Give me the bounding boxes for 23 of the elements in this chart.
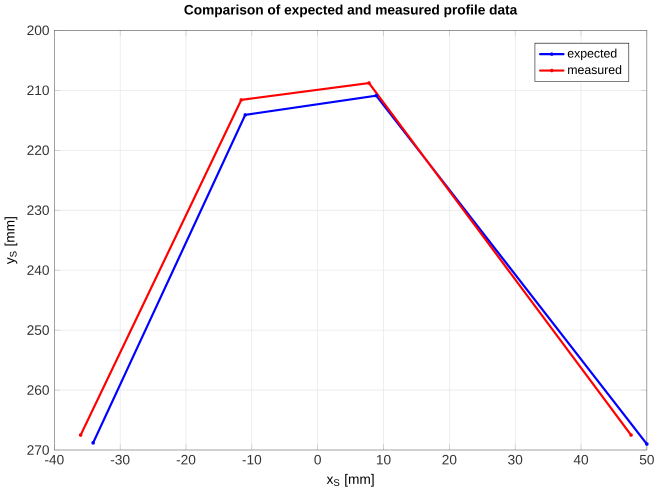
x-tick-label: -10 bbox=[242, 454, 262, 464]
y-axis-title: y$_{S}$ [mm] bbox=[4, 217, 18, 264]
y-tick-label: 210 bbox=[27, 85, 49, 96]
chart-title: Comparison of expected and measured profile data bbox=[184, 4, 518, 18]
y-tick-label: 200 bbox=[27, 25, 49, 36]
legend-label: expected bbox=[568, 48, 616, 60]
y-tick-label: 230 bbox=[27, 205, 49, 215]
x-tick-label: -20 bbox=[176, 454, 196, 464]
x-tick-label: 40 bbox=[574, 454, 588, 464]
y-tick-label: 240 bbox=[27, 265, 49, 275]
y-tick-label: 260 bbox=[27, 385, 49, 395]
x-tick-label: 10 bbox=[376, 454, 391, 464]
legend-label: measured bbox=[568, 64, 622, 74]
y-tick-label: 220 bbox=[27, 145, 49, 155]
x-tick-label: -30 bbox=[110, 454, 130, 464]
y-tick-label: 270 bbox=[27, 445, 49, 455]
x-tick-label: 50 bbox=[640, 454, 654, 464]
x-tick-label: 30 bbox=[508, 454, 522, 464]
x-axis-title: x$_{S}$ [mm] bbox=[326, 474, 374, 487]
x-tick-label: 20 bbox=[442, 454, 456, 464]
x-tick-label: -40 bbox=[45, 454, 64, 464]
y-tick-label: 250 bbox=[27, 325, 49, 335]
x-tick-label: 0 bbox=[314, 454, 321, 464]
